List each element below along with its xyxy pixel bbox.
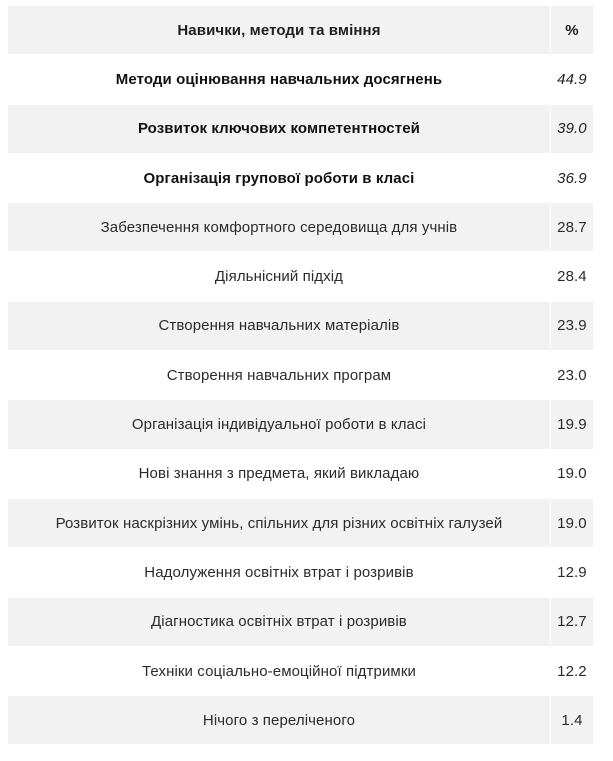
row-label: Техніки соціально-емоційної підтримки	[8, 646, 551, 697]
row-value: 12.2	[550, 646, 593, 697]
row-label: Організація індивідуальної роботи в клас…	[8, 400, 551, 450]
row-value: 23.9	[550, 301, 593, 352]
table-row: Методи оцінювання навчальних досягнень 4…	[8, 55, 593, 105]
row-label: Забезпечення комфортного середовища для …	[8, 203, 551, 253]
row-label: Надолуження освітніх втрат і розривів	[8, 548, 551, 598]
table-row: Організація індивідуальної роботи в клас…	[8, 400, 593, 450]
row-label: Створення навчальних матеріалів	[8, 301, 551, 352]
table-row: Надолуження освітніх втрат і розривів 12…	[8, 548, 593, 598]
row-value: 28.4	[550, 252, 593, 302]
row-label: Методи оцінювання навчальних досягнень	[8, 55, 551, 105]
table-row: Забезпечення комфортного середовища для …	[8, 203, 593, 253]
row-value: 19.0	[550, 498, 593, 549]
table-header-row: Навички, методи та вміння %	[8, 6, 593, 56]
row-value: 12.7	[550, 597, 593, 647]
table-row: Організація групової роботи в класі 36.9	[8, 153, 593, 204]
header-label: Навички, методи та вміння	[8, 6, 551, 56]
row-value: 36.9	[550, 153, 593, 204]
table-row: Розвиток ключових компетентностей 39.0	[8, 104, 593, 154]
row-value: 28.7	[550, 203, 593, 253]
row-label: Розвиток ключових компетентностей	[8, 104, 551, 154]
skills-table-container: Навички, методи та вміння % Методи оціню…	[8, 6, 593, 746]
table-row: Створення навчальних матеріалів 23.9	[8, 301, 593, 352]
row-value: 44.9	[550, 55, 593, 105]
table-row: Діяльнісний підхід 28.4	[8, 252, 593, 302]
table-row: Створення навчальних програм 23.0	[8, 351, 593, 401]
table-row: Нові знання з предмета, який викладаю 19…	[8, 449, 593, 499]
table-row: Розвиток наскрізних умінь, спільних для …	[8, 498, 593, 549]
skills-table: Навички, методи та вміння % Методи оціню…	[8, 6, 593, 746]
table-row: Діагностика освітніх втрат і розривів 12…	[8, 597, 593, 647]
row-value: 23.0	[550, 351, 593, 401]
row-value: 19.0	[550, 449, 593, 499]
header-percent: %	[550, 6, 593, 56]
table-row: Техніки соціально-емоційної підтримки 12…	[8, 646, 593, 697]
row-label: Діагностика освітніх втрат і розривів	[8, 597, 551, 647]
row-label: Організація групової роботи в класі	[8, 153, 551, 204]
row-value: 12.9	[550, 548, 593, 598]
row-label: Діяльнісний підхід	[8, 252, 551, 302]
row-label: Розвиток наскрізних умінь, спільних для …	[8, 498, 551, 549]
row-value: 1.4	[550, 696, 593, 746]
row-label: Нові знання з предмета, який викладаю	[8, 449, 551, 499]
row-value: 39.0	[550, 104, 593, 154]
row-label: Створення навчальних програм	[8, 351, 551, 401]
row-value: 19.9	[550, 400, 593, 450]
table-row: Нічого з переліченого 1.4	[8, 696, 593, 746]
row-label: Нічого з переліченого	[8, 696, 551, 746]
